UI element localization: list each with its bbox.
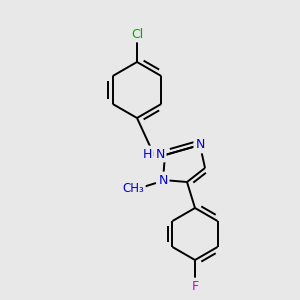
Text: N: N — [158, 173, 168, 187]
Text: F: F — [191, 280, 199, 292]
Text: CH₃: CH₃ — [122, 182, 144, 194]
Text: N: N — [195, 139, 205, 152]
Text: Cl: Cl — [131, 28, 143, 40]
Text: N: N — [155, 148, 165, 160]
Text: H: H — [142, 148, 152, 160]
